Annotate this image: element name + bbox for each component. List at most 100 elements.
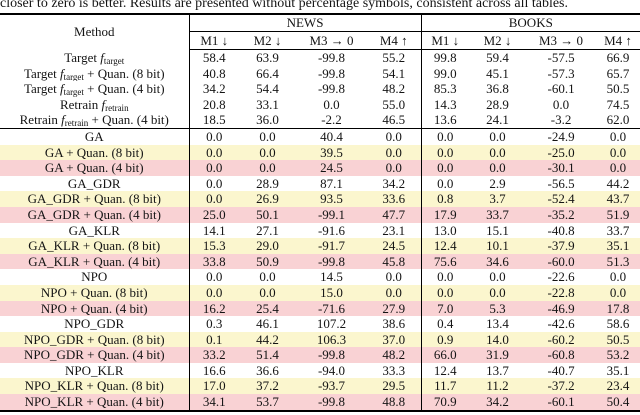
value-cell-news-m3: -94.0 [317,362,346,378]
value-cell-books-m3: -56.5 [547,175,575,191]
value-cell-books-m3: -57.3 [547,65,575,81]
value-cell-news-m2: 44.2 [256,331,279,347]
value-cell-books-m3: -60.8 [547,347,575,363]
model-symbol-subscript: retrain [105,102,129,113]
table-row: NPO_KLR 16.6 36.6 -94.0 33.3 12.4 13.7 -40.7 35.… [0,362,640,379]
table-row: Target ftarget + Quan. (8 bit) 40.8 66.4 -9… [0,65,640,82]
value-cell-books-m3: -40.8 [547,222,575,238]
value-cell-news-m1: 15.3 [202,238,226,254]
table-row: GA 0.0 0.0 40.4 0.0 0.0 0.0 -24.9 0.0 [0,128,640,145]
value-cell-news-m4: 55.2 [367,49,422,66]
value-cell-news-m4: 0.0 [367,269,422,285]
value-cell-news-m1: 0.0 [206,269,223,285]
value-cell-books-m3: -22.6 [547,269,575,285]
col-header-news-m4: M4 ↑ [367,31,422,50]
value-cell-books-m1: 14.3 [433,96,457,112]
value-cell-books-m2: 34.2 [486,394,509,410]
value-cell-books-m1: 11.7 [434,378,457,394]
value-cell-news-m1: 33.2 [202,347,226,363]
metric-header-row: M1 ↓ M2 ↓ M3 → 0 M4 ↑ M1 ↓ M2 ↓ M3 → 0 M… [0,31,640,50]
value-cell-news-m1: 40.8 [202,65,226,81]
value-cell-books-m4: 0.0 [609,284,627,300]
value-cell-books-m1: 66.0 [433,347,457,363]
value-cell-news-m3: -99.8 [317,65,346,81]
value-cell-books-m1: 0.0 [437,160,454,176]
value-cell-news-m1: 58.4 [202,50,226,65]
value-cell-books-m2: 0.0 [489,284,506,300]
value-cell-news-m3: 40.4 [320,128,343,144]
value-cell-books-m1: 0.8 [437,191,454,207]
method-cell: NPO_KLR + Quan. (4 bit) [0,394,190,411]
value-cell-books-m2: 2.9 [489,175,506,191]
model-symbol: f [59,81,64,97]
value-cell-books-m4: 58.6 [606,316,630,332]
value-cell-books-m2: 0.0 [489,269,506,285]
value-cell-books-m3: -60.1 [547,81,575,97]
table-row: GA_KLR + Quan. (4 bit) 33.8 50.9 -99.8 45.8 7… [0,253,640,270]
value-cell-books-m1: 0.0 [437,269,454,285]
method-cell: NPO + Quan. (4 bit) [0,300,190,317]
value-cell-news-m3: 24.5 [320,160,343,176]
value-cell-books-m2: 31.9 [486,347,509,363]
value-cell-books-m4: 0.0 [609,160,627,176]
value-cell-news-m4: 46.5 [367,112,422,129]
value-cell-news-m4: 48.2 [367,347,422,363]
value-cell-books-m4: 62.0 [596,112,640,129]
value-cell-books-m2: 0.0 [489,160,506,176]
value-cell-news-m3: -99.8 [317,81,346,97]
group-header-books: BOOKS [421,14,640,32]
table-row: Retrain fretrain + Quan. (4 bit) 18.5 36.0… [0,112,640,129]
value-cell-books-m2: 13.4 [486,316,509,332]
method-cell: GA_GDR + Quan. (8 bit) [0,191,190,207]
group-header-news: NEWS [189,14,422,32]
method-cell: GA_KLR + Quan. (4 bit) [0,253,190,270]
table-row: GA_GDR 0.0 28.9 87.1 34.2 0.0 2.9 -56.5 44.2 [0,175,640,192]
value-cell-news-m3: 14.5 [320,269,343,285]
method-cell: NPO_GDR + Quan. (4 bit) [0,347,190,363]
value-cell-books-m3: -42.6 [547,316,575,332]
value-cell-books-m1: 7.0 [437,300,454,316]
value-cell-books-m1: 12.4 [433,362,457,378]
value-cell-news-m1: 16.2 [202,300,226,316]
value-cell-news-m1: 0.0 [206,175,223,191]
value-cell-books-m3: -24.9 [547,128,575,144]
group-header-row: Method NEWS BOOKS [0,14,640,50]
caption-text: closer to zero is better. Results are pr… [0,0,569,11]
value-cell-books-m4: 65.7 [606,65,630,81]
value-cell-books-m4: 35.1 [606,362,630,378]
method-cell: NPO_KLR [0,362,190,379]
value-cell-books-m3: -25.0 [547,144,575,160]
method-cell: GA_KLR + Quan. (8 bit) [0,238,190,254]
value-cell-news-m4: 29.5 [367,378,422,395]
model-symbol-subscript: target [103,55,125,66]
method-cell: NPO_KLR + Quan. (8 bit) [0,378,190,395]
value-cell-books-m3: -37.9 [547,238,575,254]
col-header-books-m3: M3 → 0 [526,31,597,50]
value-cell-news-m1: 0.0 [206,160,223,176]
method-cell: NPO + Quan. (8 bit) [0,284,190,301]
results-table: Method NEWS BOOKS M1 ↓ M2 ↓ M3 → 0 M4 ↑ … [0,13,640,412]
value-cell-news-m3: -93.7 [317,378,346,394]
value-cell-books-m4: 33.7 [606,222,630,238]
table-row: NPO_GDR 0.3 46.1 107.2 38.6 0.4 13.4 -42.6 58.6 [0,316,640,332]
method-cell: GA + Quan. (8 bit) [0,144,190,161]
value-cell-news-m2: 63.9 [256,50,279,65]
value-cell-news-m3: -99.8 [317,253,346,269]
table-row: NPO_KLR + Quan. (4 bit) 34.1 53.7 -99.8 48.8… [0,394,640,411]
value-cell-books-m2: 24.1 [469,112,527,129]
method-cell: NPO_GDR + Quan. (8 bit) [0,331,190,348]
value-cell-books-m4: 44.2 [606,175,630,191]
value-cell-books-m1: 85.3 [433,81,457,97]
value-cell-news-m3: -99.8 [317,394,346,410]
value-cell-news-m4: 45.8 [367,253,422,270]
value-cell-books-m3: -35.2 [547,206,575,222]
value-cell-books-m4: 43.7 [606,191,630,207]
value-cell-books-m4: 0.0 [609,128,627,144]
value-cell-news-m2: 66.4 [256,65,279,81]
value-cell-books-m2: 15.1 [486,222,509,238]
value-cell-books-m2: 5.3 [489,300,506,316]
table-row: NPO_GDR + Quan. (4 bit) 33.2 51.4 -99.8 48.2… [0,347,640,363]
value-cell-news-m3: 106.3 [316,331,347,347]
value-cell-books-m3: -60.2 [547,331,575,347]
value-cell-news-m4: 48.2 [367,81,422,97]
